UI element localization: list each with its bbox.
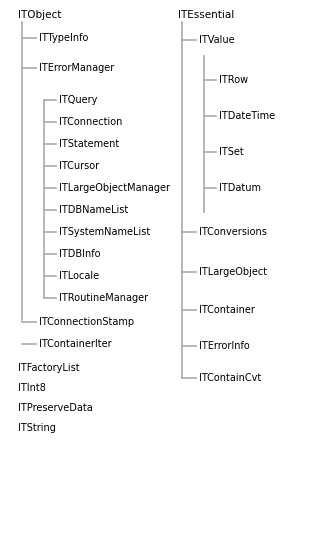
Text: ITErrorInfo: ITErrorInfo [199,341,250,351]
Text: ITRoutineManager: ITRoutineManager [59,293,148,303]
Text: ITInt8: ITInt8 [18,383,46,393]
Text: ITDatum: ITDatum [219,183,261,193]
Text: ITContainer: ITContainer [199,305,255,315]
Text: ITLocale: ITLocale [59,271,99,281]
Text: ITStatement: ITStatement [59,139,119,149]
Text: ITString: ITString [18,423,56,433]
Text: ITContainCvt: ITContainCvt [199,373,261,383]
Text: ITObject: ITObject [18,10,61,20]
Text: ITDBNameList: ITDBNameList [59,205,128,215]
Text: ITConversions: ITConversions [199,227,267,237]
Text: ITLargeObject: ITLargeObject [199,267,267,277]
Text: ITEssential: ITEssential [178,10,234,20]
Text: ITPreserveData: ITPreserveData [18,403,93,413]
Text: ITRow: ITRow [219,75,248,85]
Text: ITSystemNameList: ITSystemNameList [59,227,150,237]
Text: ITSet: ITSet [219,147,244,157]
Text: ITFactoryList: ITFactoryList [18,363,80,373]
Text: ITValue: ITValue [199,35,235,45]
Text: ITDBInfo: ITDBInfo [59,249,101,259]
Text: ITCursor: ITCursor [59,161,99,171]
Text: ITErrorManager: ITErrorManager [39,63,114,73]
Text: ITQuery: ITQuery [59,95,97,105]
Text: ITTypeInfo: ITTypeInfo [39,33,88,43]
Text: ITConnectionStamp: ITConnectionStamp [39,317,134,327]
Text: ITDateTime: ITDateTime [219,111,275,121]
Text: ITConnection: ITConnection [59,117,123,127]
Text: ITLargeObjectManager: ITLargeObjectManager [59,183,170,193]
Text: ITContainerIter: ITContainerIter [39,339,112,349]
